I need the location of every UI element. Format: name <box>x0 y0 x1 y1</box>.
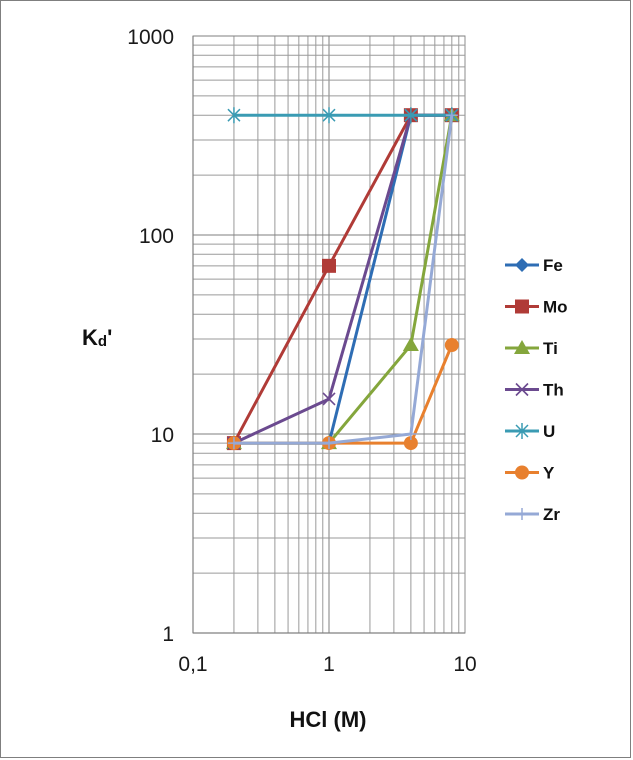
data-point-u <box>404 107 418 124</box>
y-axis-title-main: K <box>82 325 98 350</box>
legend-item-ti: Ti <box>505 339 558 358</box>
x-tick-label: 0,1 <box>178 653 207 676</box>
y-tick-label: 1000 <box>127 26 174 49</box>
series-line-zr <box>233 115 454 445</box>
data-point-u <box>227 107 241 124</box>
grid <box>192 35 466 634</box>
legend-item-fe: Fe <box>505 256 563 275</box>
x-axis-title: HCl (M) <box>290 707 367 732</box>
y-axis-title-subscript: d <box>98 333 107 350</box>
series-u <box>227 107 459 124</box>
legend-item-mo: Mo <box>505 298 568 317</box>
series-layer <box>225 107 460 451</box>
legend-label-y: Y <box>543 464 555 483</box>
data-point-zr <box>323 437 335 450</box>
data-point-u <box>322 107 336 124</box>
y-tick-label: 100 <box>139 225 174 248</box>
data-point-y <box>444 338 459 353</box>
data-point-zr <box>445 109 458 122</box>
x-tick-label: 10 <box>453 653 476 676</box>
legend-item-y: Y <box>505 464 555 483</box>
legend-marker-u <box>515 423 529 439</box>
data-point-y <box>403 436 418 451</box>
series-zr <box>227 109 458 450</box>
data-point-ti <box>402 337 419 352</box>
legend-label-zr: Zr <box>543 505 560 524</box>
legend-item-u: U <box>505 422 555 441</box>
legend-marker-zr <box>516 508 528 520</box>
legend-label-u: U <box>543 422 555 441</box>
y-axis-title-suffix: ' <box>107 325 112 350</box>
y-tick-label: 1 <box>162 623 174 646</box>
x-tick-label: 1 <box>323 653 335 676</box>
y-axis-title: Kd' <box>82 325 112 350</box>
data-point-zr <box>404 428 417 440</box>
legend: Fe Mo Ti Th U Y Zr <box>505 256 568 524</box>
legend-label-mo: Mo <box>543 298 568 317</box>
legend-marker-ti <box>514 340 530 354</box>
legend-label-fe: Fe <box>543 256 563 275</box>
labels: HCl (M) Kd' <box>82 325 366 732</box>
legend-item-th: Th <box>505 381 564 400</box>
legend-marker-th <box>515 382 529 397</box>
y-tick-label: 10 <box>151 424 174 447</box>
legend-label-th: Th <box>543 381 564 400</box>
data-point-mo <box>322 258 336 273</box>
data-point-zr <box>227 437 240 450</box>
legend-marker-y <box>515 465 529 480</box>
data-point-th <box>322 392 336 406</box>
legend-label-ti: Ti <box>543 339 558 358</box>
legend-marker-fe <box>515 258 529 272</box>
legend-item-zr: Zr <box>505 505 560 524</box>
legend-marker-mo <box>515 299 529 314</box>
